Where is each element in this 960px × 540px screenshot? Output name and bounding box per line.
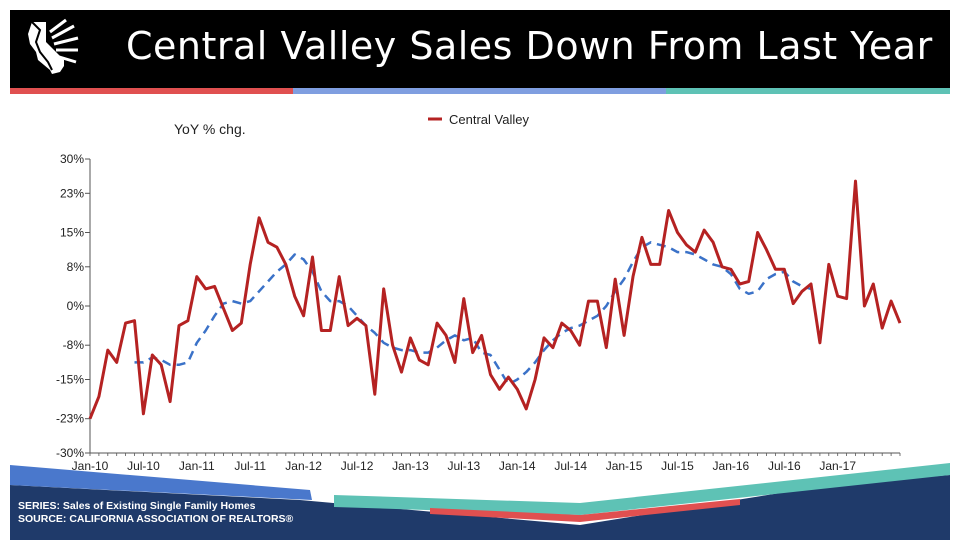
x-tick-label: Jul-16 — [768, 459, 801, 470]
stripe-blue-segment — [293, 88, 666, 94]
plot-area — [88, 179, 902, 420]
x-tick-label: Jan-14 — [499, 459, 536, 470]
page-title: Central Valley Sales Down From Last Year — [126, 24, 933, 68]
series-note: SERIES: Sales of Existing Single Family … — [18, 500, 256, 512]
x-tick-label: Jan-13 — [392, 459, 429, 470]
y-axis: 30% 23% 15% 8% 0% -8% -15% -23% -30% — [56, 152, 91, 460]
x-tick-label: Jul-14 — [554, 459, 587, 470]
y-tick-label: -30% — [56, 446, 84, 460]
header-bar: Central Valley Sales Down From Last Year — [10, 10, 950, 88]
stripe-teal-segment — [666, 88, 950, 94]
x-tick-label: Jan-10 — [72, 459, 109, 470]
x-tick-label: Jan-16 — [713, 459, 750, 470]
footer-blue-wedge — [10, 465, 312, 500]
source-attribution: SOURCE: CALIFORNIA ASSOCIATION OF REALTO… — [18, 513, 294, 525]
x-tick-label: Jan-17 — [819, 459, 856, 470]
legend-label-central-valley: Central Valley — [449, 112, 529, 127]
y-axis-title-text: YoY % chg. — [174, 121, 246, 137]
y-tick-label: 30% — [60, 152, 84, 166]
y-axis-title: YoY % chg. — [174, 121, 246, 137]
header-accent-stripe — [10, 88, 950, 94]
x-tick-label: Jul-15 — [661, 459, 694, 470]
x-axis: Jan-10 Jul-10 Jan-11 Jul-11 Jan-12 Jul-12 Jan-… — [72, 452, 901, 470]
footer-teal-wedge-left — [334, 495, 580, 515]
footer-navy-band — [10, 475, 950, 540]
y-tick-label: -15% — [56, 373, 84, 387]
x-tick-label: Jul-10 — [127, 459, 160, 470]
footer-banner — [10, 463, 950, 540]
source-note: SERIES: Sales of Existing Single Family … — [18, 500, 293, 526]
x-tick-label: Jul-11 — [234, 459, 266, 470]
x-tick-label: Jul-12 — [341, 459, 374, 470]
line-chart: YoY % chg. Central Valley 30% 23% 15% 8% 0% -… — [56, 112, 902, 470]
y-tick-label: -8% — [63, 338, 85, 352]
y-tick-label: -23% — [56, 412, 84, 426]
y-tick-label: 23% — [60, 186, 84, 200]
x-tick-label: Jul-13 — [448, 459, 481, 470]
california-realtors-logo-icon — [28, 18, 79, 74]
footer-teal-wedge-right — [580, 463, 950, 515]
x-tick-label: Jan-11 — [179, 459, 215, 470]
series-line-central-valley — [88, 179, 902, 420]
x-tick-label: Jan-15 — [606, 459, 643, 470]
series-line-trend — [134, 241, 812, 386]
y-tick-label: 8% — [67, 260, 85, 274]
stripe-red-segment — [10, 88, 293, 94]
x-tick-label: Jan-12 — [285, 459, 322, 470]
y-tick-label: 15% — [60, 226, 84, 240]
legend: Central Valley — [428, 112, 529, 127]
y-tick-label: 0% — [67, 299, 85, 313]
footer-red-wedge — [430, 499, 740, 522]
